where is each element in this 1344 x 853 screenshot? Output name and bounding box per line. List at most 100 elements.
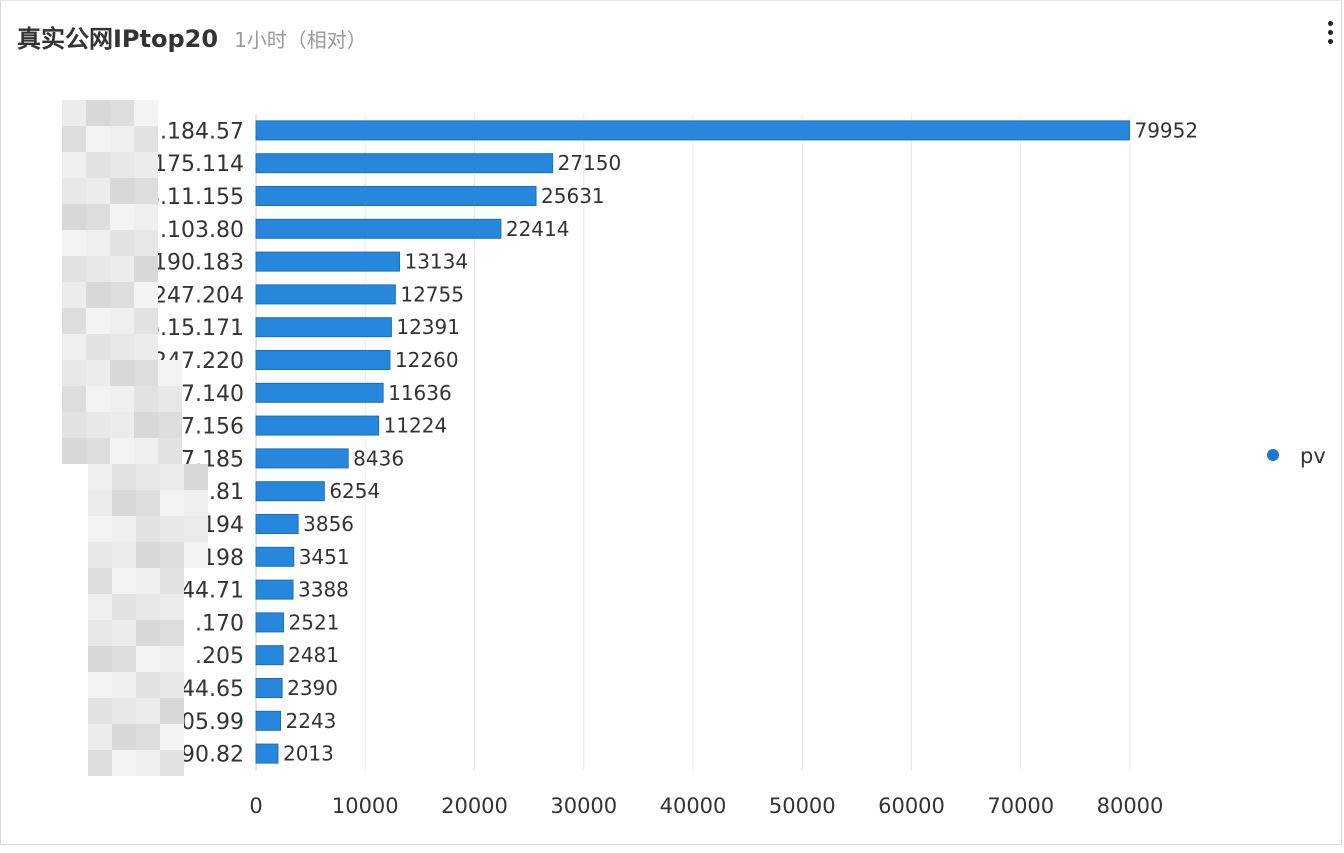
x-axis-ticks: 0 10000 20000 30000 40000 50000 60000 70000 8000… — [249, 794, 1163, 818]
bar[interactable] — [255, 612, 285, 633]
mosaic-cell — [86, 334, 110, 360]
bar[interactable] — [255, 678, 283, 698]
mosaic-cell — [110, 438, 134, 464]
bar[interactable] — [255, 514, 299, 534]
mosaic-cell — [112, 750, 136, 776]
bar[interactable] — [255, 284, 396, 305]
mosaic-cell — [158, 360, 182, 386]
y-tick-label: .205 — [195, 644, 244, 669]
y-tick-label: 5.184.57 — [146, 119, 244, 144]
bar[interactable] — [255, 218, 502, 239]
data-label: 3451 — [299, 545, 350, 569]
bar[interactable] — [255, 186, 537, 206]
mosaic-cell — [110, 178, 134, 204]
mosaic-cell — [112, 464, 136, 490]
data-label: 25631 — [541, 184, 605, 208]
mosaic-cell — [136, 724, 160, 750]
mosaic-cell — [110, 230, 134, 256]
bar[interactable] — [255, 710, 282, 731]
mosaic-cell — [86, 178, 110, 204]
mosaic-cell — [136, 698, 160, 724]
y-tick-label: .170 — [195, 611, 244, 636]
mosaic-cell — [62, 438, 86, 464]
mosaic-cell — [134, 152, 158, 178]
mosaic-cell — [136, 516, 160, 542]
mosaic-cell — [136, 542, 160, 568]
mosaic-cell — [134, 230, 158, 256]
mosaic-cell — [136, 490, 160, 516]
mosaic-cell — [112, 724, 136, 750]
mosaic-cell — [110, 334, 134, 360]
data-label: 22414 — [506, 217, 570, 241]
mosaic-cell — [112, 516, 136, 542]
bar[interactable] — [255, 743, 279, 764]
mosaic-cell — [112, 620, 136, 646]
mosaic-cell — [86, 360, 110, 386]
mosaic-cell — [160, 568, 184, 594]
mosaic-cell — [112, 490, 136, 516]
mosaic-cell — [88, 672, 112, 698]
mosaic-cell — [86, 256, 110, 282]
mosaic-cell — [88, 698, 112, 724]
bar[interactable] — [255, 251, 400, 272]
mosaic-cell — [88, 464, 112, 490]
data-label: 11636 — [388, 381, 452, 405]
mosaic-cell — [136, 646, 160, 672]
mosaic-cell — [160, 490, 184, 516]
time-range-label[interactable]: 1小时（相对） — [234, 28, 367, 52]
data-label: 2521 — [289, 610, 340, 634]
y-tick-label: .175.114 — [146, 152, 244, 177]
mosaic-cell — [88, 542, 112, 568]
mosaic-cell — [134, 100, 158, 126]
mosaic-cell — [184, 464, 208, 490]
bar[interactable] — [255, 317, 392, 338]
mosaic-cell — [136, 672, 160, 698]
x-tick-label: 70000 — [987, 794, 1054, 818]
mosaic-cell — [62, 256, 86, 282]
mosaic-cell — [86, 230, 110, 256]
more-options-icon[interactable] — [1325, 21, 1335, 51]
legend[interactable]: pv — [1267, 444, 1326, 468]
mosaic-cell — [112, 698, 136, 724]
mosaic-cell — [158, 386, 182, 412]
bar[interactable] — [255, 645, 284, 666]
x-tick-label: 10000 — [332, 794, 399, 818]
bar[interactable] — [255, 415, 380, 436]
panel-title: 真实公网IPtop20 — [17, 25, 219, 53]
y-tick-label: 1.103.80 — [146, 218, 244, 243]
mosaic-cell — [160, 594, 184, 620]
legend-label[interactable]: pv — [1300, 444, 1326, 468]
y-tick-label: 8.11.155 — [146, 185, 244, 210]
bar[interactable] — [255, 579, 294, 600]
mosaic-cell — [62, 152, 86, 178]
data-label: 27150 — [558, 151, 622, 175]
x-tick-label: 80000 — [1097, 794, 1164, 818]
x-tick-label: 60000 — [878, 794, 945, 818]
x-tick-label: 0 — [249, 794, 262, 818]
bar[interactable] — [255, 546, 295, 567]
bar[interactable] — [255, 153, 554, 174]
mosaic-cell — [158, 438, 182, 464]
data-label: 11224 — [384, 414, 448, 438]
mosaic-cell — [184, 490, 208, 516]
data-label: 79952 — [1134, 118, 1198, 142]
bar[interactable] — [255, 350, 391, 370]
bar[interactable] — [255, 382, 384, 403]
mosaic-cell — [184, 542, 208, 568]
mosaic-cell — [134, 308, 158, 334]
mosaic-cell — [62, 360, 86, 386]
mosaic-cell — [110, 152, 134, 178]
y-tick-label: 247.204 — [153, 283, 244, 308]
mosaic-cell — [112, 568, 136, 594]
bar[interactable] — [255, 120, 1130, 141]
y-tick-label: 44.71 — [181, 579, 244, 604]
bar[interactable] — [255, 448, 349, 469]
legend-marker[interactable] — [1267, 449, 1279, 461]
bar[interactable] — [255, 481, 325, 502]
redaction-mosaic — [62, 100, 208, 776]
mosaic-cell — [86, 412, 110, 438]
mosaic-cell — [86, 282, 110, 308]
mosaic-cell — [88, 568, 112, 594]
